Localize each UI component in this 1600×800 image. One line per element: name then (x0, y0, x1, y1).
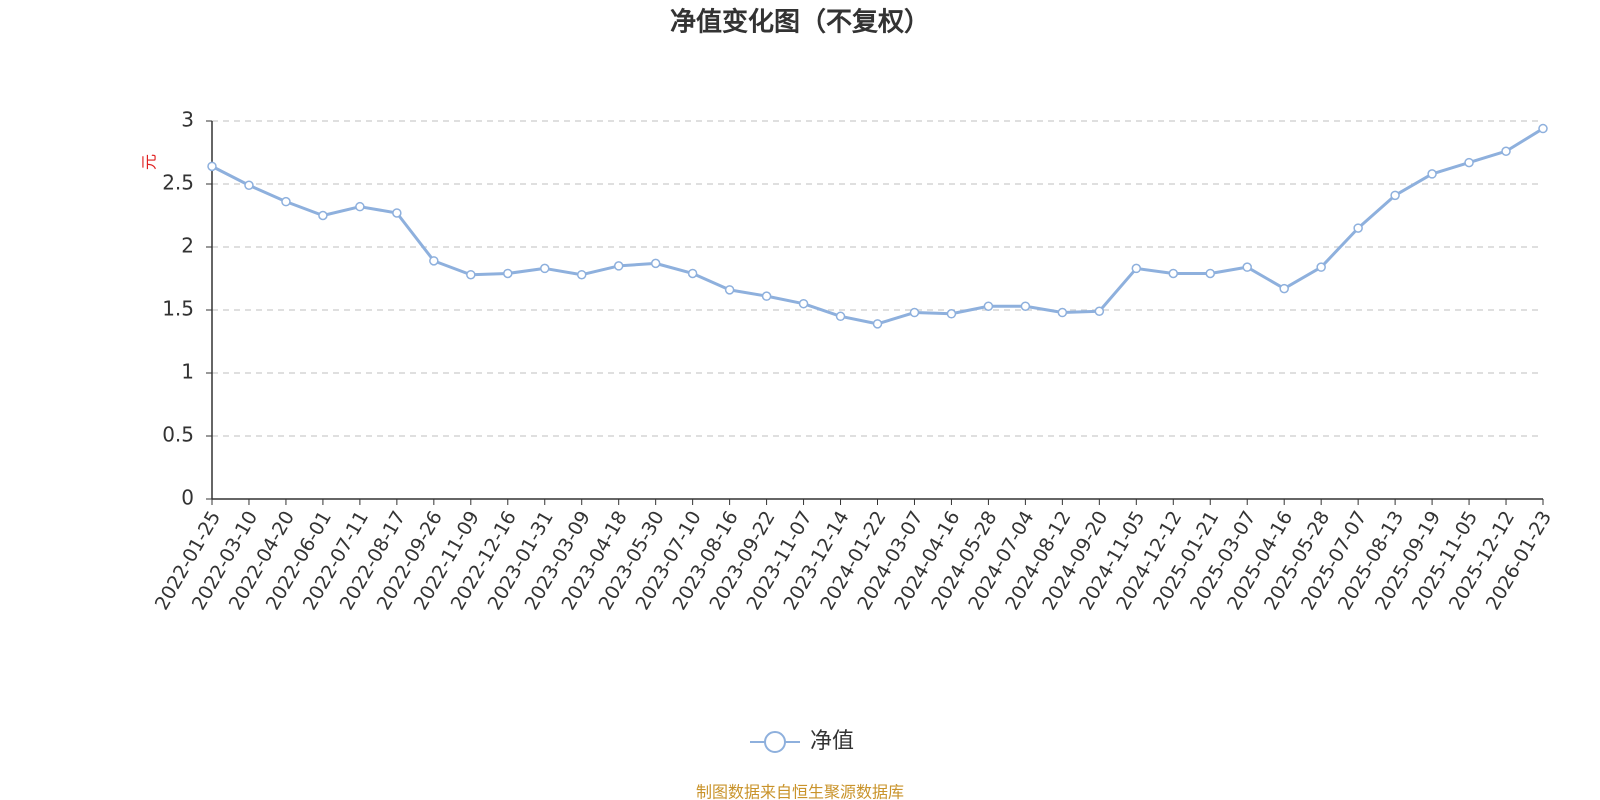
marker (1020, 301, 1031, 311)
y-axis-label: 元 (140, 154, 159, 170)
marker (983, 301, 994, 311)
marker (798, 298, 809, 309)
marker (1316, 262, 1326, 272)
y-tick-label: 1.5 (162, 297, 194, 321)
marker (1427, 169, 1437, 179)
marker (1094, 306, 1105, 317)
marker (909, 307, 920, 318)
marker (1205, 268, 1215, 279)
marker (1390, 190, 1400, 201)
y-tick-label: 0 (181, 486, 194, 510)
marker (1353, 223, 1363, 233)
marker (724, 285, 735, 295)
marker (872, 319, 883, 329)
marker (1279, 283, 1289, 294)
marker (355, 201, 365, 212)
marker (281, 196, 291, 207)
marker (1131, 263, 1142, 274)
marker (540, 263, 550, 274)
marker (244, 180, 254, 191)
marker (466, 269, 476, 280)
legend-marker (764, 731, 786, 753)
y-tick-label: 0.5 (162, 423, 194, 447)
y-tick-label: 2.5 (162, 171, 194, 195)
footer: 制图数据来自恒生聚源数据库 (696, 783, 904, 800)
marker (207, 161, 217, 172)
marker (429, 256, 439, 266)
line (211, 127, 1544, 326)
marker (687, 268, 698, 279)
y-tick-label: 2 (181, 234, 194, 258)
y-tick-label: 1 (181, 360, 194, 384)
marker (946, 309, 957, 319)
chart-title: 净值变化图（不复权） (670, 7, 930, 38)
marker (1168, 268, 1179, 279)
marker (1538, 123, 1548, 134)
y-tick-label: 3 (181, 108, 194, 132)
marker (318, 210, 328, 221)
marker (1464, 157, 1474, 168)
marker (613, 261, 624, 271)
marker (1501, 146, 1511, 156)
marker (835, 311, 846, 322)
marker (1057, 307, 1068, 318)
marker (392, 208, 402, 218)
marker (761, 291, 772, 301)
marker (503, 268, 513, 279)
marker (576, 269, 587, 280)
legend-label: 净值 (810, 729, 854, 754)
marker (650, 258, 661, 269)
marker (1242, 262, 1252, 272)
